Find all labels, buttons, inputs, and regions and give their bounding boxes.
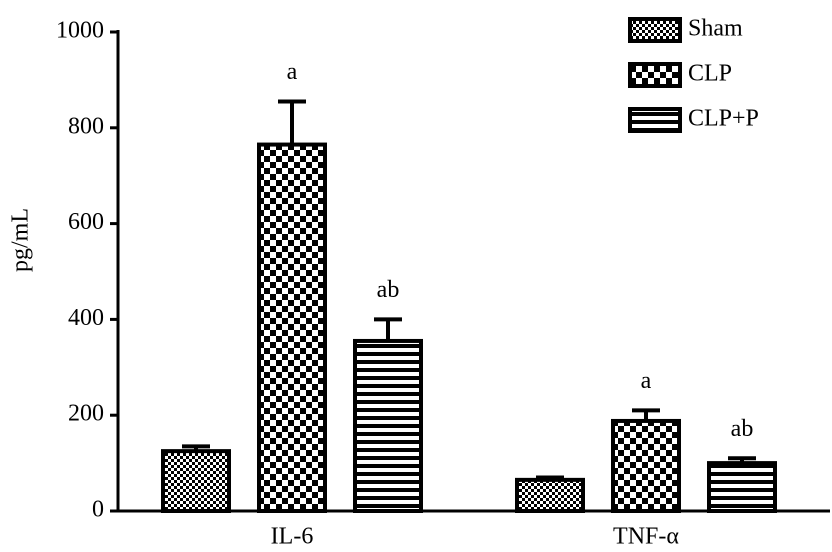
bar xyxy=(161,449,231,513)
annotation: ab xyxy=(377,277,400,303)
bar xyxy=(611,418,681,513)
annotation: a xyxy=(287,59,298,85)
bar xyxy=(515,477,585,513)
legend-swatch xyxy=(628,62,682,88)
annotation: a xyxy=(641,368,652,394)
y-tick-label: 1000 xyxy=(56,18,104,44)
legend-swatch xyxy=(628,17,682,43)
x-tick-label: IL-6 xyxy=(271,524,314,550)
y-tick-label: 200 xyxy=(68,401,104,427)
bar xyxy=(353,338,423,513)
y-axis-label: pg/mL xyxy=(8,208,34,272)
y-tick-label: 600 xyxy=(68,209,104,235)
annotation: ab xyxy=(731,416,754,442)
bar xyxy=(707,461,777,514)
legend-label: Sham xyxy=(688,16,743,42)
bar xyxy=(257,142,327,513)
y-tick-label: 400 xyxy=(68,305,104,331)
y-tick-label: 0 xyxy=(92,497,104,523)
y-tick-label: 800 xyxy=(68,113,104,139)
legend-label: CLP+P xyxy=(688,106,759,132)
legend-swatch xyxy=(628,107,682,133)
x-tick-label: TNF-α xyxy=(613,524,679,550)
legend-label: CLP xyxy=(688,61,732,87)
